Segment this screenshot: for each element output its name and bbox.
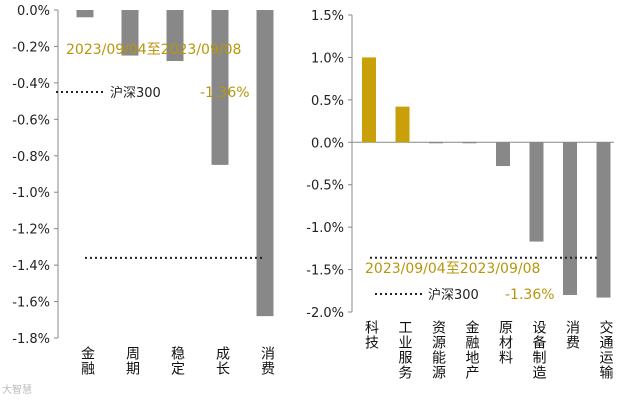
bar-金融地产 <box>462 142 477 144</box>
y-tick-label: -1.4% <box>12 259 50 274</box>
bar-成长 <box>211 10 229 165</box>
y-tick-label: -0.8% <box>12 150 50 165</box>
y-tick-label: -1.0% <box>306 221 344 236</box>
category-label: 资源能源 <box>430 320 446 380</box>
bar-科技 <box>362 57 376 143</box>
bar-消费 <box>256 10 274 317</box>
left-sector-style-chart: 0.0% -0.2% -0.4% -0.6% -0.8% -1.0% -1.2% -1.4% -… <box>12 4 275 376</box>
category-label: 消费 <box>259 346 275 376</box>
y-tick-label: -1.0% <box>12 186 50 201</box>
category-label: 周期 <box>124 346 140 376</box>
bar-消费 <box>563 142 577 296</box>
y-tick-label: -0.4% <box>12 77 50 92</box>
y-tick-label: -1.8% <box>12 332 50 347</box>
left-date-range-annotation: 2023/09/04至2023/09/08 <box>66 42 241 58</box>
left-legend-label: 沪深300 <box>110 85 161 101</box>
category-label: 金融地产 <box>464 320 480 380</box>
category-label: 设备制造 <box>531 320 547 380</box>
category-label: 工业服务 <box>397 320 413 380</box>
right-industry-chart: 1.5% 1.0% 0.5% 0.0% -0.5% -1.0% -1.5% -2.0% 202… <box>306 9 614 380</box>
y-tick-label: 1.0% <box>311 51 344 66</box>
y-tick-label: -0.6% <box>12 113 50 128</box>
y-tick-label: -1.5% <box>306 264 344 279</box>
y-tick-label: 0.0% <box>311 136 344 151</box>
left-benchmark-value: -1.36% <box>200 85 250 101</box>
bar-原材料 <box>496 142 510 167</box>
category-label: 成长 <box>214 346 230 376</box>
watermark-text: 大智慧 <box>2 383 32 396</box>
y-tick-label: -1.6% <box>12 296 50 311</box>
category-label: 交通运输 <box>598 319 614 380</box>
right-legend-label: 沪深300 <box>428 287 479 303</box>
bar-工业服务 <box>395 106 410 143</box>
y-tick-label: -2.0% <box>306 306 344 321</box>
category-label: 稳定 <box>169 346 185 376</box>
category-label: 科技 <box>363 320 379 350</box>
category-label: 消费 <box>564 320 580 350</box>
y-tick-label: -1.2% <box>12 223 50 238</box>
category-label: 原材料 <box>497 320 513 365</box>
bar-资源能源 <box>429 142 443 144</box>
bar-金融 <box>76 10 94 18</box>
bar-稳定 <box>166 10 184 62</box>
right-date-range-annotation: 2023/09/04至2023/09/08 <box>365 261 540 277</box>
y-tick-label: -0.2% <box>12 40 50 55</box>
right-benchmark-value: -1.36% <box>505 287 555 303</box>
y-tick-label: 0.5% <box>311 94 344 109</box>
bar-交通运输 <box>596 142 611 298</box>
bar-设备制造 <box>529 142 544 242</box>
y-tick-label: -0.5% <box>306 179 344 194</box>
y-tick-label: 0.0% <box>17 4 50 19</box>
category-label: 金融 <box>79 346 95 376</box>
bar-周期 <box>121 10 139 56</box>
y-tick-label: 1.5% <box>311 9 344 24</box>
